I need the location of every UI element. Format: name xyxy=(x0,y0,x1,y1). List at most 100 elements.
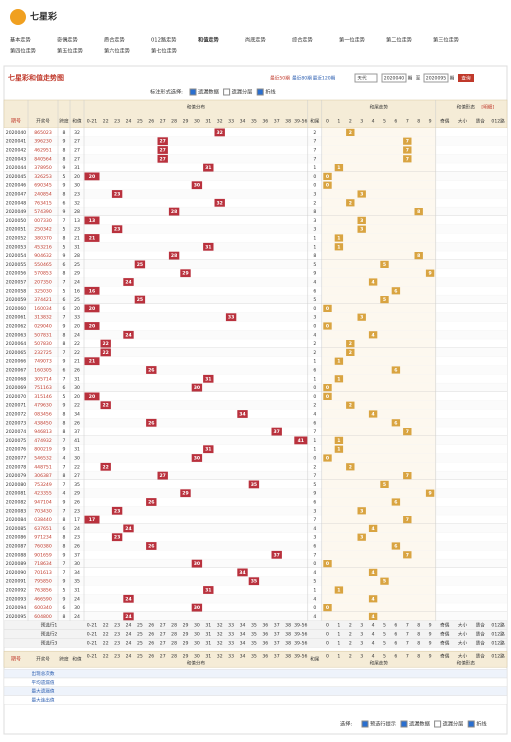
sum-col-label: 28 xyxy=(171,119,177,125)
nav-tab[interactable]: 和值走势 xyxy=(198,36,220,44)
checkbox-label[interactable]: 折线 xyxy=(265,88,275,96)
sum: 30 xyxy=(74,385,80,391)
tail-hit-text: 1 xyxy=(337,244,340,250)
nav-tab[interactable]: 奇偶走势 xyxy=(57,36,78,44)
row-bg xyxy=(4,348,507,357)
select-text[interactable]: 天代 xyxy=(357,75,367,82)
input-from-text[interactable]: 2020040 xyxy=(384,76,405,82)
span: 7 xyxy=(63,376,66,382)
nav-tab[interactable]: 第五位走势 xyxy=(57,47,83,55)
sum-hit xyxy=(123,330,134,339)
nav-tab[interactable]: 第一位走势 xyxy=(339,36,365,44)
tail-hit xyxy=(357,533,366,541)
checkbox[interactable] xyxy=(434,720,442,728)
tail-hit xyxy=(334,436,344,444)
nav-tab[interactable]: 尚底走势 xyxy=(245,36,266,44)
nav-tab[interactable]: 第四位走势 xyxy=(10,47,36,55)
sum-hit xyxy=(111,190,123,198)
header-tail: 和尾 xyxy=(310,118,320,125)
select-box[interactable] xyxy=(354,73,378,83)
checkbox-label[interactable]: 遗漏分层 xyxy=(232,88,253,96)
tail-hit xyxy=(357,225,366,233)
checkbox-label[interactable]: 遗漏数据 xyxy=(409,720,430,728)
nav-tab[interactable]: 基本走势 xyxy=(10,36,31,44)
sum-hit-text: 23 xyxy=(114,192,120,198)
tail-area-bg xyxy=(321,348,436,357)
sum-hit-text: 22 xyxy=(102,464,108,470)
tail: 7 xyxy=(313,473,316,479)
sum-col-label: 36 xyxy=(262,623,268,629)
checkbox-label[interactable]: 遗漏分层 xyxy=(443,720,464,728)
tail-hit xyxy=(368,568,378,576)
sum: 24 xyxy=(74,614,80,620)
header-sum-dist: 和值分布 xyxy=(187,104,206,111)
checkbox[interactable] xyxy=(400,720,408,728)
tail-area-bg xyxy=(321,585,436,595)
number: 507831 xyxy=(34,332,52,338)
checkbox[interactable] xyxy=(223,88,231,96)
nav-tab[interactable]: 第二位走势 xyxy=(386,36,412,44)
nav-tab[interactable]: 质合走势 xyxy=(104,36,125,44)
number: 038440 xyxy=(34,517,52,523)
period-link[interactable]: 最近50期 xyxy=(270,75,290,82)
row-bg xyxy=(4,189,507,199)
period-link[interactable]: 最近120期 xyxy=(313,75,336,82)
row-bg xyxy=(4,268,507,278)
tail-hit xyxy=(323,181,332,189)
period-link[interactable]: 最近80期 xyxy=(292,75,312,82)
nav-tab[interactable]: 第六位走势 xyxy=(104,47,130,55)
sum: 28 xyxy=(74,209,80,215)
tail: 8 xyxy=(313,253,316,259)
sum-hit-text: 22 xyxy=(102,350,108,356)
tail: 0 xyxy=(313,605,316,611)
tail-hit xyxy=(403,516,412,524)
checkbox[interactable] xyxy=(189,88,197,96)
row-bg xyxy=(4,418,507,428)
checkbox[interactable] xyxy=(256,88,264,96)
tail-col-label: 0 xyxy=(326,640,329,646)
sum-hit xyxy=(191,181,203,190)
span: 8 xyxy=(63,341,66,347)
tail: 1 xyxy=(313,438,316,444)
input-from[interactable] xyxy=(381,73,407,83)
sum-hit-text: 22 xyxy=(102,403,108,409)
header-detail[interactable]: [明细] xyxy=(481,104,494,111)
checkbox[interactable] xyxy=(467,720,475,728)
nav-tab[interactable]: 012路走势 xyxy=(151,36,176,44)
tail-col-label: 4 xyxy=(372,119,375,125)
checkbox-label[interactable]: 折线 xyxy=(476,720,486,728)
tail-area-bg xyxy=(321,312,436,322)
sum-col-label: 22 xyxy=(103,640,109,646)
input-to[interactable] xyxy=(423,73,449,83)
tail-hit-text: 9 xyxy=(428,491,431,497)
query-button-text[interactable]: 查询 xyxy=(461,75,471,82)
tail-hit xyxy=(403,137,412,145)
tail: 1 xyxy=(313,359,316,365)
tail: 7 xyxy=(313,552,316,558)
sum-hit-text: 31 xyxy=(205,165,211,171)
sum-col-label: 24 xyxy=(126,632,132,638)
issue: 2020072 xyxy=(6,412,27,418)
tail-area-bg xyxy=(321,128,436,137)
nav-tab[interactable]: 综合走势 xyxy=(292,36,313,44)
sum: 41 xyxy=(74,438,80,444)
checkbox-label[interactable]: 遗漏数据 xyxy=(198,88,219,96)
row-bg xyxy=(4,198,507,208)
tail: 8 xyxy=(313,209,316,215)
tail-hit xyxy=(334,243,344,251)
span: 7 xyxy=(63,315,66,321)
tail-area-bg xyxy=(321,488,436,498)
sum-hit-text: 23 xyxy=(114,227,120,233)
checkbox[interactable] xyxy=(361,720,369,728)
sum-col-label: 26 xyxy=(148,623,154,629)
query-button[interactable] xyxy=(458,74,474,82)
tail-col-label: 6 xyxy=(394,640,397,646)
nav-tab[interactable]: 第七位走势 xyxy=(151,47,177,55)
tail-area-bg xyxy=(321,383,436,392)
checkbox-label[interactable]: 预选行提示 xyxy=(370,720,396,728)
input-to-text[interactable]: 2020095 xyxy=(426,76,447,82)
nav-tab[interactable]: 第三位走势 xyxy=(433,36,459,44)
span: 9 xyxy=(63,552,66,558)
sum-hit xyxy=(157,471,168,480)
issue: 2020092 xyxy=(6,588,27,594)
